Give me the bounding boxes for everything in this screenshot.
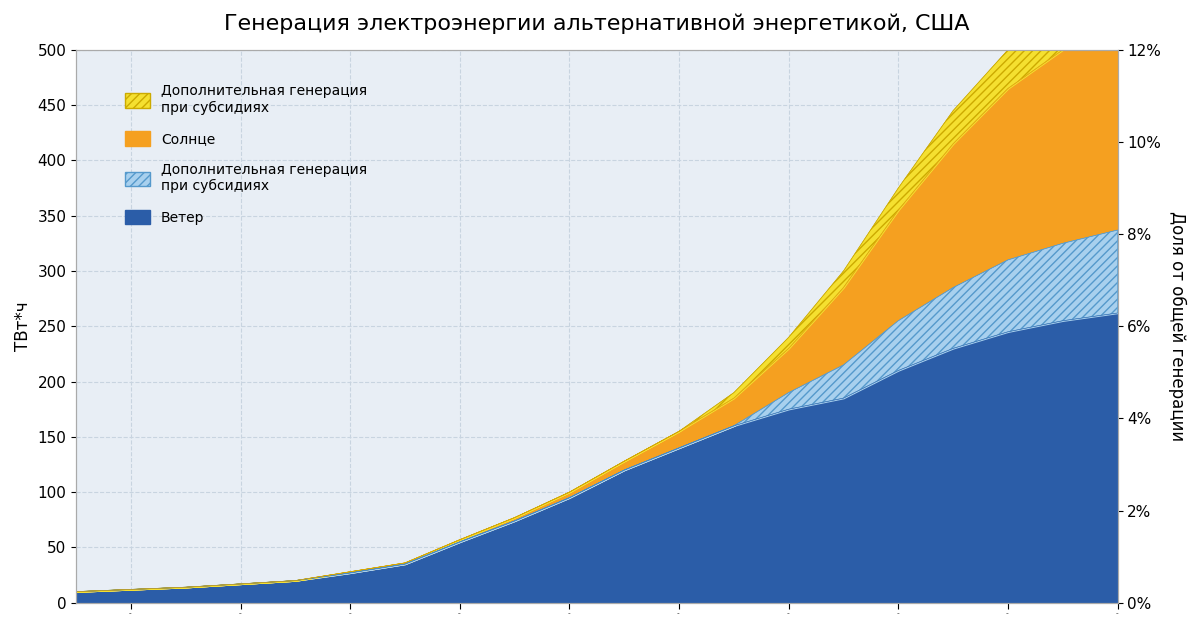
Y-axis label: ТВт*ч: ТВт*ч: [14, 301, 32, 351]
Title: Генерация электроэнергии альтернативной энергетикой, США: Генерация электроэнергии альтернативной …: [224, 14, 970, 35]
Legend: Дополнительная генерация
при субсидиях, Солнце, Дополнительная генерация
при суб: Дополнительная генерация при субсидиях, …: [125, 84, 367, 225]
Y-axis label: Доля от общей генерации: Доля от общей генерации: [1168, 211, 1186, 441]
